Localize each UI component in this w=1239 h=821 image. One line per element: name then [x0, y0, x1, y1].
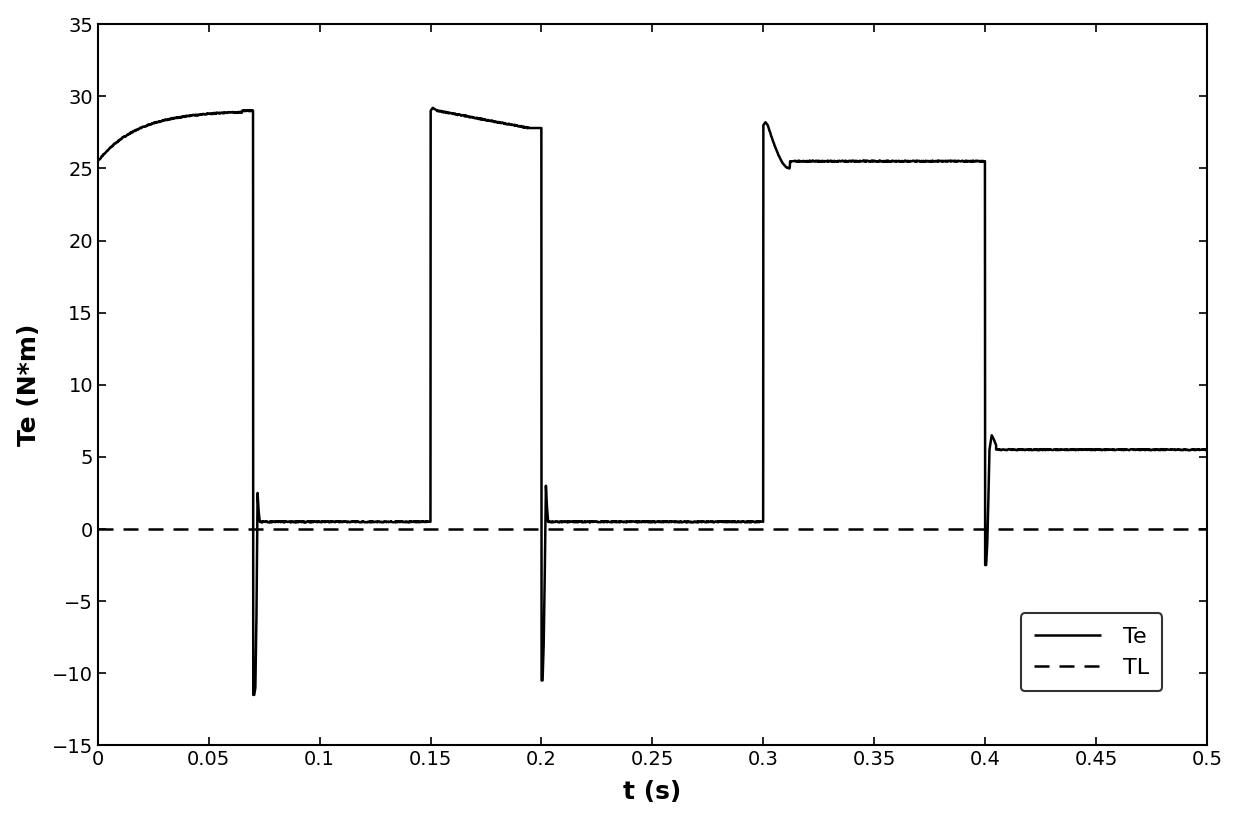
- Te: [1095, 445, 1110, 455]
- Te: [477, 114, 492, 124]
- Y-axis label: Te (N*m): Te (N*m): [16, 323, 41, 446]
- Te: [245, 690, 260, 699]
- Legend: Te, TL: Te, TL: [1021, 613, 1162, 691]
- Te: [1052, 445, 1067, 455]
- X-axis label: t (s): t (s): [623, 780, 681, 805]
- Line: Te: Te: [98, 108, 1207, 695]
- Te: [1199, 445, 1214, 455]
- Te: [90, 157, 105, 167]
- Te: [895, 157, 909, 167]
- Te: [1116, 445, 1131, 455]
- Te: [425, 103, 440, 112]
- Te: [814, 156, 829, 166]
